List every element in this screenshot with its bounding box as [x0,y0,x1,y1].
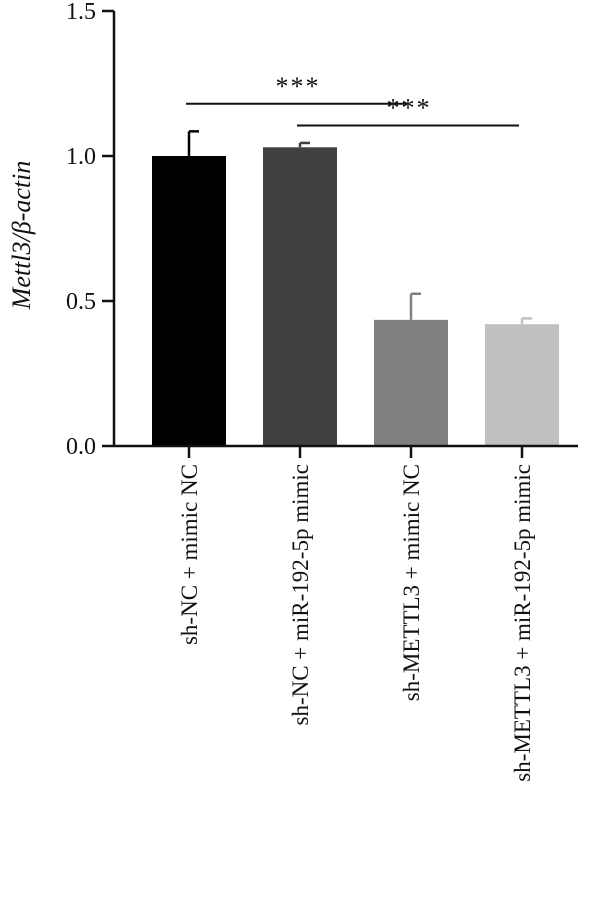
bar [485,324,559,446]
bar [263,147,337,447]
x-axis: sh-NC + mimic NC sh-NC + miR-192-5p mimic… [114,444,578,782]
significance-label: *** [387,94,432,123]
y-tick-label: 0.5 [66,289,96,315]
y-axis: 0.0 0.5 1.0 1.5 [66,0,116,460]
bars [152,147,559,447]
significance-label: *** [276,72,321,101]
y-tick-label: 0.0 [66,434,96,460]
y-tick-label: 1.0 [66,144,96,170]
plot-area: 0.00.51.01.5 ****** sh-NC + mimic NC sh-N… [66,0,578,782]
x-tick-label: sh-METTL3 + mimic NC [399,464,424,701]
significance-annotations: *** *** [186,72,519,127]
error-bars [187,130,532,325]
y-axis-label: Mettl3/β-actin [7,161,36,311]
x-tick-label: sh-METTL3 + miR-192-5p mimic [510,464,535,782]
y-tick-label: 1.5 [66,0,96,25]
x-tick-label: sh-NC + mimic NC [177,464,202,645]
bar [152,156,226,446]
x-tick-label: sh-NC + miR-192-5p mimic [288,464,313,726]
bar [374,319,448,446]
